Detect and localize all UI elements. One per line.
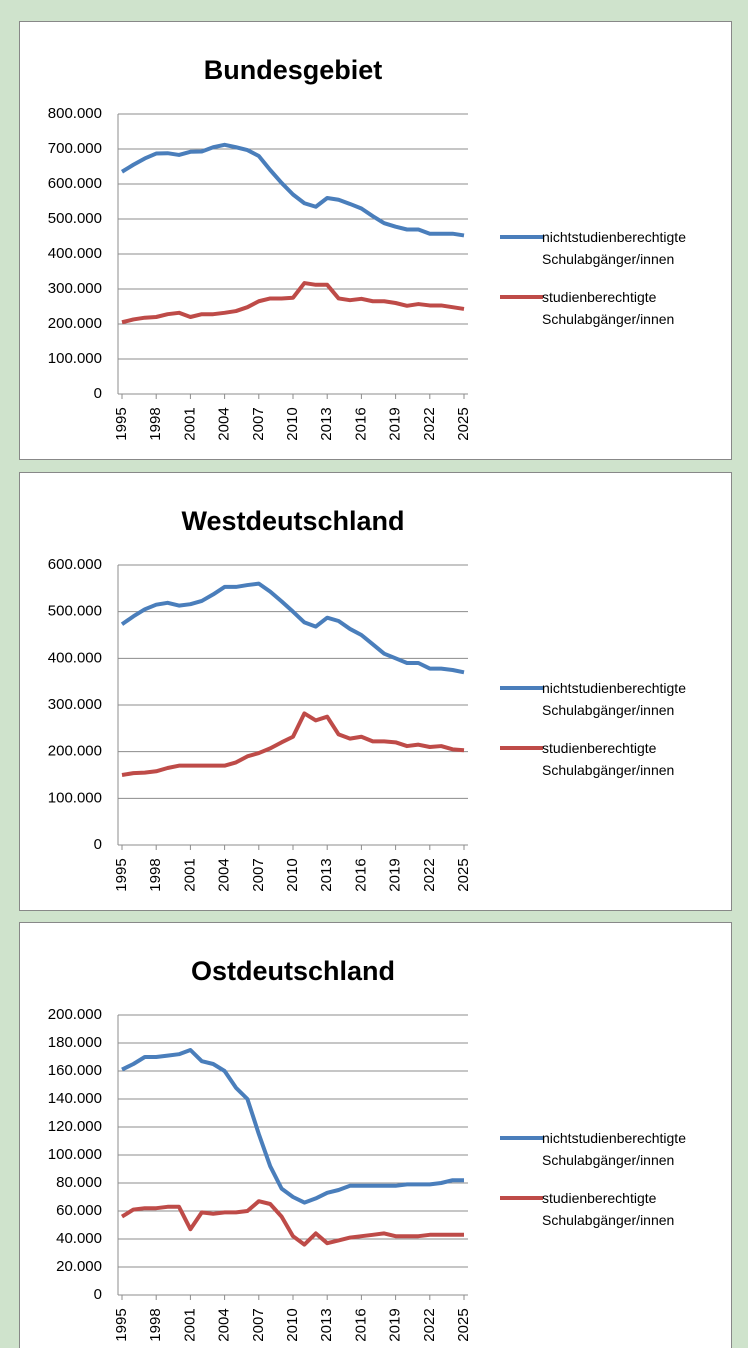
legend-label: nichtstudienberechtigte Schulabgänger/in…: [542, 680, 686, 718]
x-tick-label: 2013: [318, 858, 335, 891]
chart-title: Bundesgebiet: [204, 55, 383, 85]
x-tick-label: 2007: [250, 1308, 267, 1341]
y-tick-label: 200.000: [48, 1006, 102, 1023]
legend-label: nichtstudienberechtigte Schulabgänger/in…: [542, 1130, 686, 1168]
x-tick-label: 2019: [387, 1308, 404, 1341]
x-tick-label: 2010: [284, 407, 301, 440]
y-tick-label: 100.000: [48, 350, 102, 367]
y-tick-label: 120.000: [48, 1118, 102, 1135]
chart-title: Westdeutschland: [181, 506, 404, 536]
series-line: [121, 281, 465, 325]
y-tick-label: 800.000: [48, 105, 102, 122]
y-tick-label: 40.000: [56, 1230, 102, 1247]
x-tick-label: 2025: [455, 1308, 472, 1341]
legend-label: studienberechtigte Schulabgänger/innen: [542, 740, 675, 778]
y-tick-label: 20.000: [56, 1258, 102, 1275]
chart-title: Ostdeutschland: [191, 956, 395, 986]
panel: [19, 922, 732, 1348]
y-tick-label: 200.000: [48, 315, 102, 332]
y-tick-label: 140.000: [48, 1090, 102, 1107]
x-tick-label: 2004: [216, 1308, 233, 1341]
x-tick-label: 1998: [147, 1308, 164, 1341]
series-line: [120, 142, 465, 238]
x-tick-label: 1998: [147, 407, 164, 440]
x-tick-label: 2007: [250, 858, 267, 891]
y-tick-label: 0: [94, 385, 102, 402]
y-tick-label: 200.000: [48, 743, 102, 760]
x-tick-label: 1995: [113, 858, 130, 891]
panel: [19, 21, 732, 460]
x-tick-label: 2001: [181, 407, 198, 440]
y-tick-label: 160.000: [48, 1062, 102, 1079]
x-tick-label: 2001: [181, 858, 198, 891]
y-tick-label: 400.000: [48, 649, 102, 666]
x-tick-label: 2019: [387, 407, 404, 440]
y-tick-label: 300.000: [48, 696, 102, 713]
x-tick-label: 2013: [318, 1308, 335, 1341]
x-tick-label: 1995: [113, 407, 130, 440]
y-tick-label: 0: [94, 836, 102, 853]
x-tick-label: 2019: [387, 858, 404, 891]
y-tick-label: 700.000: [48, 140, 102, 157]
x-tick-label: 2004: [216, 407, 233, 440]
x-tick-label: 2004: [216, 858, 233, 891]
y-tick-label: 0: [94, 1286, 102, 1303]
x-tick-label: 2010: [284, 1308, 301, 1341]
x-tick-label: 1998: [147, 858, 164, 891]
x-tick-label: 2013: [318, 407, 335, 440]
x-tick-label: 2016: [352, 407, 369, 440]
y-tick-label: 300.000: [48, 280, 102, 297]
series-line: [121, 1048, 464, 1205]
x-tick-label: 2016: [352, 1308, 369, 1341]
x-tick-label: 2022: [421, 1308, 438, 1341]
x-tick-label: 2022: [421, 858, 438, 891]
y-tick-label: 600.000: [48, 556, 102, 573]
x-tick-label: 2001: [181, 1308, 198, 1341]
series-line: [120, 1199, 464, 1247]
series-line: [121, 711, 465, 777]
y-tick-label: 600.000: [48, 175, 102, 192]
y-tick-label: 180.000: [48, 1034, 102, 1051]
x-tick-label: 2007: [250, 407, 267, 440]
y-tick-label: 80.000: [56, 1174, 102, 1191]
x-tick-label: 1995: [113, 1308, 130, 1341]
y-tick-label: 500.000: [48, 210, 102, 227]
x-tick-label: 2010: [284, 858, 301, 891]
legend-label: studienberechtigte Schulabgänger/innen: [542, 1190, 675, 1228]
y-tick-label: 500.000: [48, 603, 102, 620]
x-tick-label: 2025: [455, 407, 472, 440]
y-tick-label: 100.000: [48, 789, 102, 806]
panel: [19, 472, 732, 911]
x-tick-label: 2022: [421, 407, 438, 440]
x-tick-label: 2025: [455, 858, 472, 891]
y-tick-label: 60.000: [56, 1202, 102, 1219]
series-line: [120, 581, 465, 675]
legend-label: nichtstudienberechtigte Schulabgänger/in…: [542, 229, 686, 267]
x-tick-label: 2016: [352, 858, 369, 891]
y-tick-label: 400.000: [48, 245, 102, 262]
y-tick-label: 100.000: [48, 1146, 102, 1163]
legend-label: studienberechtigte Schulabgänger/innen: [542, 289, 675, 327]
